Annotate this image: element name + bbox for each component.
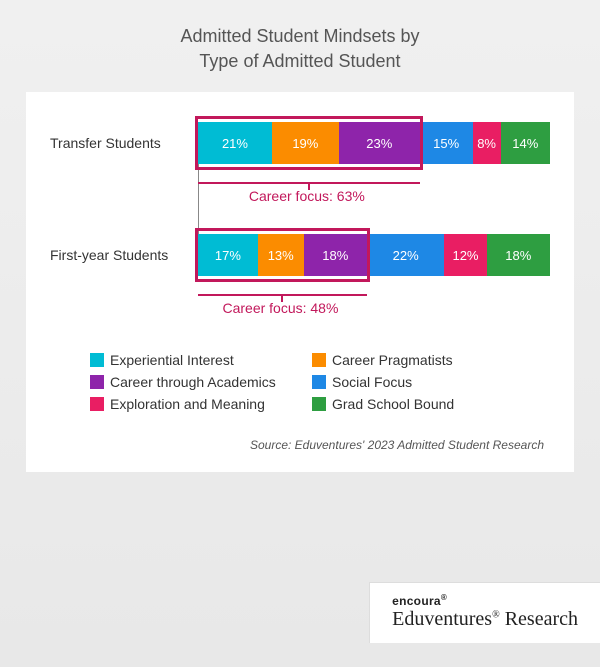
legend-label: Career Pragmatists <box>332 352 453 368</box>
legend-label: Career through Academics <box>110 374 276 390</box>
bar-segment: 15% <box>420 122 473 164</box>
chart-card: Transfer Students21%19%23%15%8%14% Career… <box>26 92 574 472</box>
bar-segment: 13% <box>258 234 304 276</box>
logo-encoura: encoura® <box>392 593 578 608</box>
bar-segment: 18% <box>304 234 367 276</box>
legend-swatch <box>312 375 326 389</box>
row-label: Transfer Students <box>50 135 198 151</box>
logo-eduventures: Eduventures® Research <box>392 608 578 631</box>
title-line2: Type of Admitted Student <box>199 51 400 71</box>
legend-swatch <box>90 353 104 367</box>
callout-label: Career focus: 63% <box>249 188 365 204</box>
logo-small-text: encoura <box>392 594 441 608</box>
logo-big-suffix: Research <box>500 608 578 630</box>
footer-logo: encoura® Eduventures® Research <box>369 582 600 643</box>
callout-bracket: Career focus: 63% <box>198 174 550 204</box>
bar-segment: 22% <box>367 234 444 276</box>
bar-segment: 21% <box>198 122 272 164</box>
legend-label: Grad School Bound <box>332 396 454 412</box>
legend-label: Social Focus <box>332 374 412 390</box>
legend-label: Experiential Interest <box>110 352 234 368</box>
legend-swatch <box>90 397 104 411</box>
legend-item: Social Focus <box>312 374 522 390</box>
legend-item: Experiential Interest <box>90 352 300 368</box>
legend: Experiential Interest Career Pragmatists C… <box>50 346 550 412</box>
title-line1: Admitted Student Mindsets by <box>180 26 419 46</box>
bar-segment: 19% <box>272 122 339 164</box>
bar-segment: 14% <box>501 122 550 164</box>
bar-wrap: 21%19%23%15%8%14% <box>198 122 550 164</box>
bar-segment: 18% <box>487 234 550 276</box>
rows-container: Transfer Students21%19%23%15%8%14% Career… <box>50 122 550 316</box>
stacked-bar: 17%13%18%22%12%18% <box>198 234 550 276</box>
source-text: Source: Eduventures' 2023 Admitted Stude… <box>50 438 550 452</box>
chart-row: Transfer Students21%19%23%15%8%14% <box>50 122 550 164</box>
bar-segment: 23% <box>339 122 420 164</box>
legend-item: Career through Academics <box>90 374 300 390</box>
row-label: First-year Students <box>50 247 198 263</box>
legend-item: Grad School Bound <box>312 396 522 412</box>
reg-mark: ® <box>441 593 447 602</box>
legend-swatch <box>90 375 104 389</box>
legend-swatch <box>312 353 326 367</box>
bar-segment: 12% <box>444 234 486 276</box>
legend-item: Exploration and Meaning <box>90 396 300 412</box>
legend-swatch <box>312 397 326 411</box>
bar-segment: 17% <box>198 234 258 276</box>
legend-item: Career Pragmatists <box>312 352 522 368</box>
logo-big-text: Eduventures <box>392 608 492 630</box>
legend-label: Exploration and Meaning <box>110 396 265 412</box>
chart-title: Admitted Student Mindsets by Type of Adm… <box>0 0 600 92</box>
bar-wrap: 17%13%18%22%12%18% <box>198 234 550 276</box>
stacked-bar: 21%19%23%15%8%14% <box>198 122 550 164</box>
chart-row: First-year Students17%13%18%22%12%18% <box>50 234 550 276</box>
callout-label: Career focus: 48% <box>222 300 338 316</box>
reg-mark: ® <box>492 609 500 620</box>
callout-bracket: Career focus: 48% <box>198 286 550 316</box>
bar-segment: 8% <box>473 122 501 164</box>
